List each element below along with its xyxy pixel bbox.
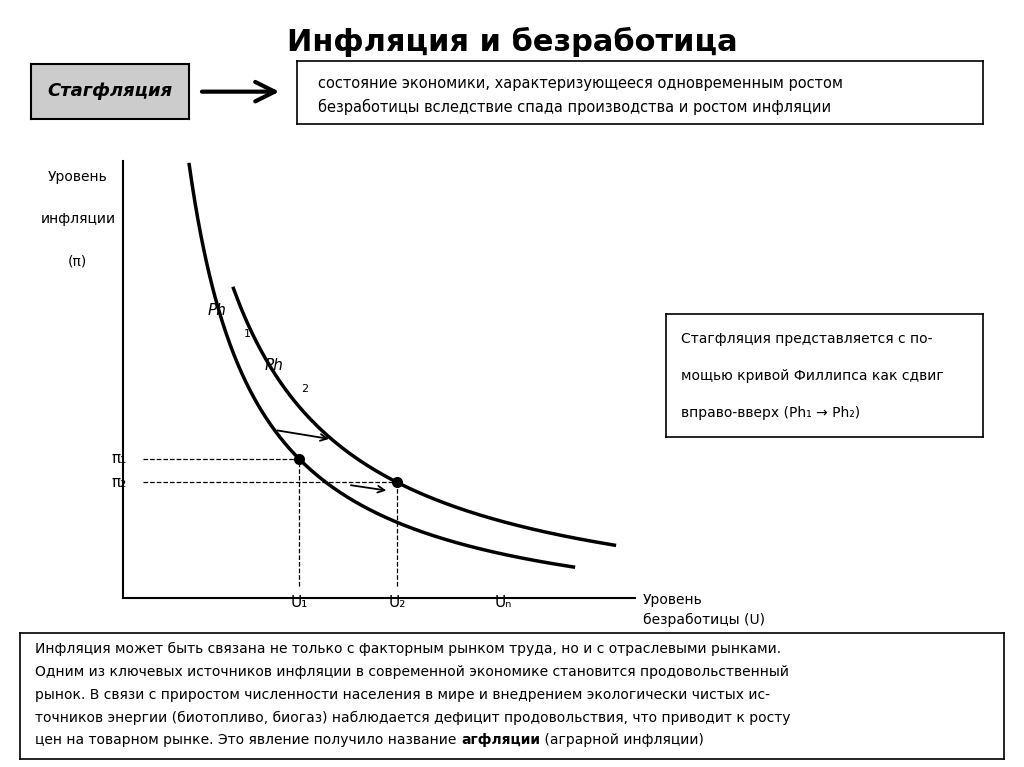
Text: Инфляция и безработица: Инфляция и безработица — [287, 27, 737, 57]
Text: точников энергии (биотопливо, биогаз) наблюдается дефицит продовольствия, что пр: точников энергии (биотопливо, биогаз) на… — [35, 710, 791, 725]
Text: Стагфляция представляется с по-: Стагфляция представляется с по- — [682, 332, 933, 346]
Text: состояние экономики, характеризующееся одновременным ростом: состояние экономики, характеризующееся о… — [317, 76, 843, 91]
Text: Инфляция может быть связана не только с факторным рынком труда, но и с отраслевы: Инфляция может быть связана не только с … — [35, 642, 781, 657]
Text: цен на товарном рынке. Это явление получило название: цен на товарном рынке. Это явление получ… — [35, 733, 461, 747]
Text: рынок. В связи с приростом численности населения в мире и внедрением экологическ: рынок. В связи с приростом численности н… — [35, 688, 770, 702]
Text: Стагфляция: Стагфляция — [47, 82, 173, 100]
Text: вправо-вверх (Ph₁ → Ph₂): вправо-вверх (Ph₁ → Ph₂) — [682, 406, 860, 420]
Text: Уровень: Уровень — [643, 593, 702, 607]
Text: Одним из ключевых источников инфляции в современной экономике становится продово: Одним из ключевых источников инфляции в … — [35, 665, 790, 679]
Text: безработицы вследствие спада производства и ростом инфляции: безработицы вследствие спада производств… — [317, 99, 830, 115]
Text: π₂: π₂ — [112, 475, 127, 490]
Text: безработицы (U): безработицы (U) — [643, 613, 765, 627]
Text: 1: 1 — [245, 329, 251, 339]
Text: Ph: Ph — [265, 357, 284, 373]
Text: Уровень: Уровень — [48, 170, 108, 183]
Text: Ph: Ph — [208, 303, 226, 318]
Text: π₁: π₁ — [112, 451, 127, 466]
Text: U₂: U₂ — [389, 595, 406, 610]
Text: (аграрной инфляции): (аграрной инфляции) — [540, 733, 703, 747]
Text: U₁: U₁ — [291, 595, 307, 610]
Text: агфляции: агфляции — [461, 733, 540, 747]
Text: мощью кривой Филлипса как сдвиг: мощью кривой Филлипса как сдвиг — [682, 369, 944, 383]
Text: инфляции: инфляции — [40, 212, 116, 226]
Text: (π): (π) — [69, 255, 87, 268]
Text: 2: 2 — [302, 384, 308, 394]
Text: Uₙ: Uₙ — [496, 595, 512, 610]
